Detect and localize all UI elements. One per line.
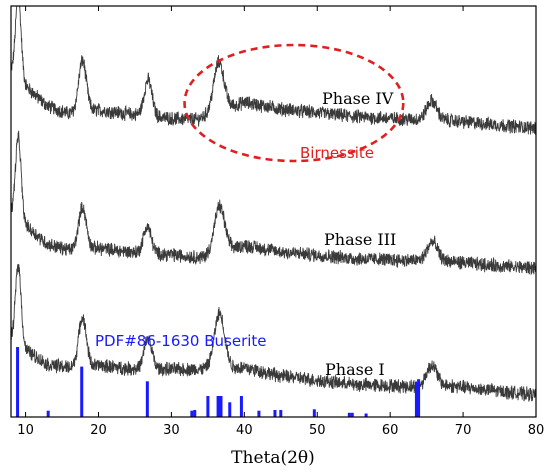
- x-tick-label: 40: [236, 423, 253, 438]
- series-line-phase-iv: [11, 6, 536, 135]
- reference-stick: [145, 381, 149, 417]
- birnessite-highlight-ellipse: [183, 43, 405, 163]
- reference-stick: [216, 396, 220, 417]
- x-tick-label: 10: [17, 423, 34, 438]
- x-axis-title: Theta(2θ): [231, 448, 315, 468]
- reference-stick: [190, 410, 194, 417]
- reference-stick: [193, 410, 197, 417]
- reference-stick: [239, 396, 243, 417]
- reference-stick: [219, 396, 223, 417]
- reference-stick: [16, 347, 20, 417]
- x-tick-label: 80: [528, 423, 545, 438]
- reference-stick: [279, 410, 283, 417]
- reference-stick: [350, 412, 354, 417]
- reference-stick: [80, 366, 84, 417]
- reference-stick: [312, 409, 316, 417]
- reference-stick: [273, 410, 277, 417]
- x-tick-label: 60: [382, 423, 399, 438]
- reference-stick: [206, 396, 210, 417]
- x-tick-label: 70: [455, 423, 472, 438]
- series-label-phase-i: Phase I: [325, 360, 385, 379]
- reference-stick: [414, 382, 418, 417]
- x-tick-label: 20: [90, 423, 107, 438]
- birnessite-label: Birnessite: [300, 144, 374, 162]
- plot-frame: [10, 5, 537, 418]
- plot-area: [11, 6, 536, 417]
- reference-stick: [228, 402, 232, 417]
- series-label-phase-iv: Phase IV: [322, 89, 394, 108]
- x-tick-label: 50: [309, 423, 326, 438]
- series-line-phase-i: [11, 263, 536, 402]
- reference-stick: [46, 410, 50, 417]
- reference-stick: [417, 379, 421, 417]
- series-line-phase-iii: [11, 130, 536, 275]
- series-label-phase-iii: Phase III: [324, 230, 396, 249]
- reference-stick: [364, 413, 368, 417]
- reference-stick: [347, 412, 351, 417]
- reference-stick: [257, 410, 261, 417]
- x-tick-label: 30: [163, 423, 180, 438]
- reference-pattern-label: PDF#86-1630 Buserite: [95, 332, 267, 350]
